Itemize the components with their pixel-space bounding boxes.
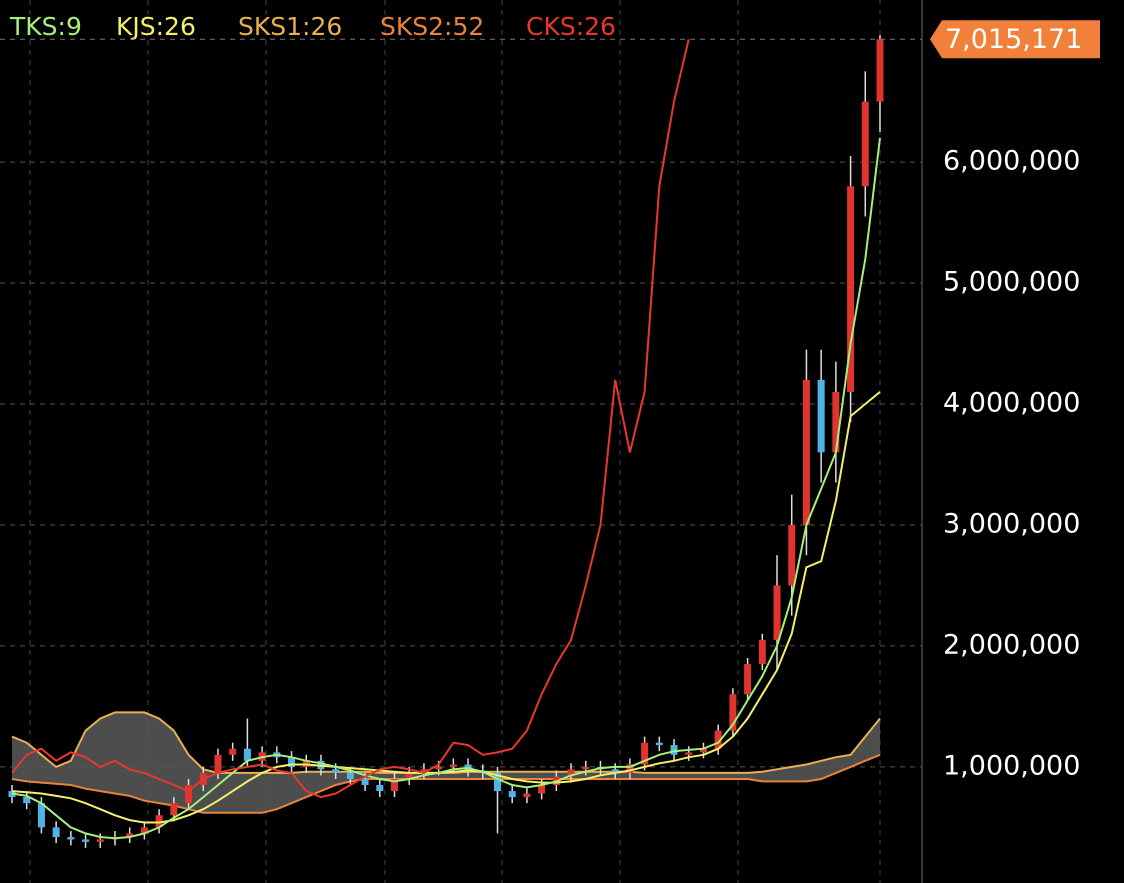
y-tick-label: 5,000,000 (943, 267, 1080, 298)
candle-body (773, 585, 781, 640)
candle-body (449, 764, 457, 767)
candle-body (23, 797, 31, 804)
candle-body (346, 772, 354, 779)
candle-body (802, 379, 810, 525)
legend-entry: CKS:26 (526, 12, 616, 41)
candle-body (229, 748, 237, 755)
legend-entry: KJS:26 (116, 12, 196, 41)
candle-body (420, 769, 428, 773)
candle-body (582, 766, 590, 770)
last-price-label: 7,015,171 (945, 24, 1082, 55)
candle-body (876, 39, 884, 102)
line-series (11, 753, 881, 814)
y-tick-label: 6,000,000 (943, 146, 1080, 177)
candle-body (567, 769, 575, 777)
candle-body (744, 664, 752, 695)
candle-body (405, 772, 413, 779)
candle-body (626, 764, 634, 773)
candle-body (847, 186, 855, 392)
candle-body (714, 730, 722, 749)
last-price-tag (930, 20, 1100, 59)
candle-body (832, 391, 840, 453)
candle-body (391, 778, 399, 792)
candle-body (361, 778, 369, 786)
time-grid (29, 0, 881, 883)
candle-body (670, 745, 678, 755)
legend-entry: SKS1:26 (238, 12, 342, 41)
candle-body (243, 748, 251, 761)
y-tick-label: 2,000,000 (943, 629, 1080, 660)
line-series (11, 39, 690, 799)
candle-body (155, 815, 163, 828)
candle-body (376, 785, 384, 792)
candle-body (37, 803, 45, 828)
candle-body (82, 839, 90, 842)
y-tick-label: 4,000,000 (943, 388, 1080, 419)
candle-body (332, 769, 340, 773)
line-series (11, 137, 881, 840)
candle-body (140, 827, 148, 834)
candle-body (788, 524, 796, 586)
candle-body (523, 793, 531, 798)
candle-body (729, 694, 737, 731)
legend-entry: SKS2:52 (380, 12, 484, 41)
candle-body (170, 803, 178, 816)
candle-body (435, 766, 443, 770)
candle-body (817, 379, 825, 453)
legend-entry: TKS:9 (9, 12, 82, 41)
candle-body (185, 785, 193, 804)
candle-body (758, 639, 766, 665)
candle-body (126, 833, 134, 838)
candle-body (611, 769, 619, 773)
candle-body (67, 837, 75, 840)
candle-body (508, 791, 516, 798)
candle-body (493, 772, 501, 792)
candle-body (52, 827, 60, 838)
candle-body (96, 839, 104, 842)
candle-body (655, 742, 663, 746)
candle-body (288, 757, 296, 767)
line-series (11, 391, 881, 824)
y-tick-label: 1,000,000 (943, 750, 1080, 781)
candle-body (538, 785, 546, 794)
candle-body (641, 742, 649, 765)
y-tick-label: 3,000,000 (943, 508, 1080, 539)
candle-body (685, 752, 693, 755)
candle-body (861, 101, 869, 187)
cloud (12, 712, 880, 813)
candle-body (214, 754, 222, 773)
candle-body (699, 748, 707, 753)
